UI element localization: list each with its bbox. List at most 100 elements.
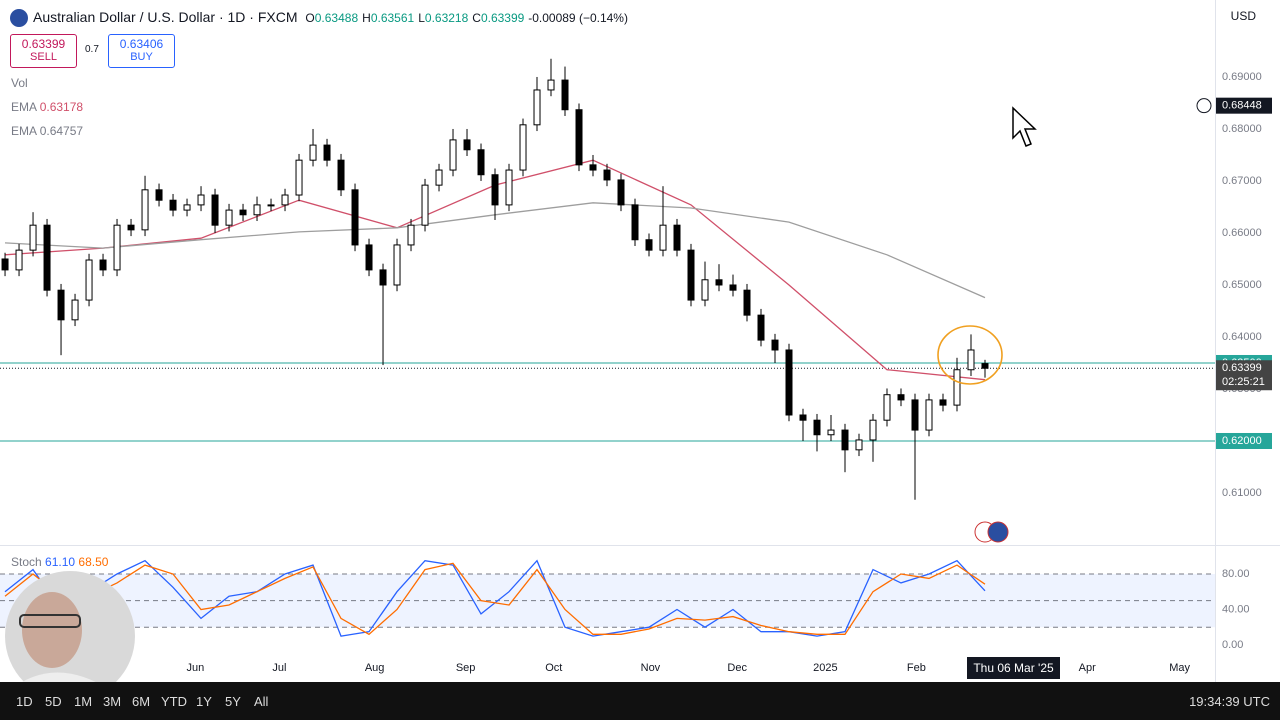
candle-body xyxy=(1,258,9,271)
symbol-title: Australian Dollar / U.S. Dollar · 1D · F… xyxy=(33,9,298,25)
ohlc-value: 0.63561 xyxy=(370,11,415,25)
ohlc-value: 0.63488 xyxy=(314,11,359,25)
candle-body xyxy=(743,289,751,316)
candle-body xyxy=(841,429,849,451)
candle-body xyxy=(729,284,737,291)
range-button[interactable]: 1M xyxy=(74,694,93,709)
candle-body xyxy=(57,289,65,321)
candle-body xyxy=(127,224,135,231)
candle-body xyxy=(169,199,177,211)
ema-fast: EMA 0.63178 xyxy=(11,100,83,114)
ohlc-letter: H xyxy=(362,11,371,25)
y-tick-label: 0.67000 xyxy=(1222,175,1262,187)
stoch-k: 61.10 xyxy=(45,555,76,569)
candle-body xyxy=(813,419,821,436)
candle-body xyxy=(155,189,163,201)
candle-body xyxy=(267,204,275,207)
candle-body xyxy=(323,144,331,161)
candle-body xyxy=(855,439,863,451)
y-tick-label: 0.68000 xyxy=(1222,123,1262,135)
ohlc-letter: L xyxy=(418,11,425,25)
change: -0.00089 (−0.14%) xyxy=(528,11,628,25)
candle-body xyxy=(939,399,947,406)
level-label: 0.62000 xyxy=(1222,435,1262,447)
bottom-bar: 1D 5D 1M 3M 6M YTD 1Y 5Y All 19:34:39 UTC xyxy=(0,682,1280,720)
candle-body xyxy=(547,79,555,91)
candle-body xyxy=(337,159,345,191)
candle-body xyxy=(491,174,499,206)
candle-body xyxy=(533,89,541,126)
candle-body xyxy=(421,184,429,226)
range-button[interactable]: 1Y xyxy=(196,694,212,709)
candle-body xyxy=(617,179,625,206)
candle-body xyxy=(197,194,205,206)
candle-body xyxy=(29,224,37,251)
candle-body xyxy=(953,369,961,406)
x-tick-label: Jun xyxy=(187,662,205,674)
buy-label: BUY xyxy=(130,51,153,63)
candle-body xyxy=(659,224,667,251)
candle-body xyxy=(183,204,191,211)
x-tick-label: Sep xyxy=(456,662,476,674)
candle-body xyxy=(897,394,905,401)
candle-body xyxy=(393,244,401,286)
candle-body xyxy=(771,339,779,351)
ohlc-letter: C xyxy=(472,11,481,25)
sell-button[interactable]: 0.63399 SELL xyxy=(10,34,77,68)
candle-body xyxy=(981,363,989,369)
sell-price: 0.63399 xyxy=(21,37,66,51)
time-cursor-label: Thu 06 Mar '25 xyxy=(967,657,1060,679)
x-tick-label: Oct xyxy=(545,662,562,674)
candle-body xyxy=(883,394,891,421)
candle-body xyxy=(99,259,107,271)
level-tag xyxy=(1216,432,1272,449)
x-tick-label: Apr xyxy=(1079,662,1096,674)
y-tick-label: 0.69000 xyxy=(1222,71,1262,83)
candle-body xyxy=(141,189,149,231)
buy-price: 0.63406 xyxy=(119,37,164,51)
candle-body xyxy=(239,209,247,216)
ohlc-value: 0.63399 xyxy=(480,11,525,25)
range-button[interactable]: YTD xyxy=(161,694,187,709)
ema-label: EMA xyxy=(11,124,37,138)
range-button[interactable]: 1D xyxy=(16,694,33,709)
ohlc: O0.63488 H0.63561 L0.63218 C0.63399 xyxy=(301,11,524,25)
candle-body xyxy=(365,244,373,271)
range-button[interactable]: 5Y xyxy=(225,694,241,709)
candle-body xyxy=(869,419,877,441)
countdown: 02:25:21 xyxy=(1222,376,1265,388)
indicator-line xyxy=(4,562,986,636)
candle-body xyxy=(701,279,709,301)
candle-body xyxy=(827,429,835,436)
candle-body xyxy=(435,169,443,186)
candle-body xyxy=(253,204,261,216)
x-tick-label: Feb xyxy=(907,662,926,674)
x-tick-label: May xyxy=(1169,662,1190,674)
candle-body xyxy=(113,224,121,271)
y-tick-label: 80.00 xyxy=(1222,568,1250,580)
candle-body xyxy=(71,299,79,321)
candle-body xyxy=(309,144,317,161)
currency[interactable]: USD xyxy=(1230,9,1256,23)
candle-body xyxy=(603,169,611,181)
candle-body xyxy=(463,139,471,151)
range-button[interactable]: 3M xyxy=(103,694,122,709)
candle-body xyxy=(645,239,653,251)
range-button[interactable]: 6M xyxy=(132,694,151,709)
spread: 0.7 xyxy=(85,44,99,55)
ohlc-letter: O xyxy=(305,11,315,25)
range-button[interactable]: All xyxy=(254,694,269,709)
candle-body xyxy=(967,349,975,371)
candle-body xyxy=(589,164,597,171)
candle-body xyxy=(715,279,723,286)
candle-body xyxy=(925,399,933,431)
range-button[interactable]: 5D xyxy=(45,694,62,709)
ema-value: 0.63178 xyxy=(39,100,84,114)
candle-body xyxy=(757,314,765,341)
x-tick-label: Nov xyxy=(641,662,661,674)
y-tick-label: 0.64000 xyxy=(1222,331,1262,343)
candle-body xyxy=(561,79,569,111)
buy-button[interactable]: 0.63406 BUY xyxy=(108,34,175,68)
plot: 0.610000.620000.630000.640000.650000.660… xyxy=(0,58,1272,674)
